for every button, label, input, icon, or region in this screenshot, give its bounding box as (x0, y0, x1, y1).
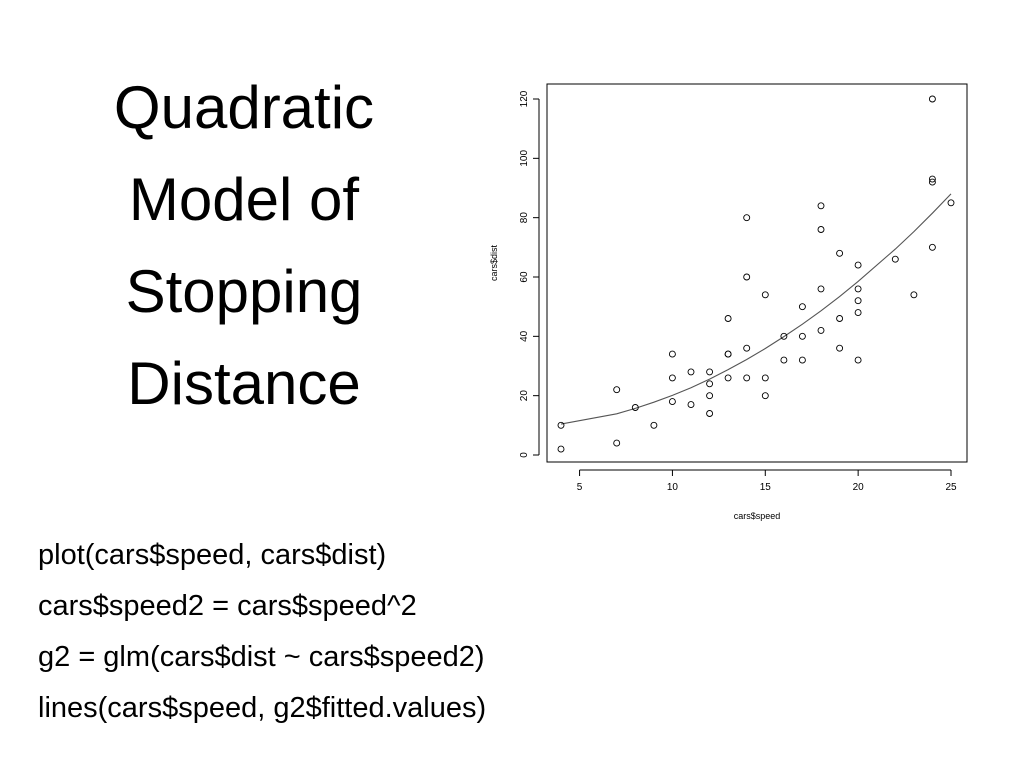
data-point (706, 410, 714, 417)
code-line-glm: g2 = glm(cars$dist ~ cars$speed2) (38, 641, 485, 673)
code-line-lines: lines(cars$speed, g2$fitted.values) (38, 692, 487, 724)
data-point (854, 285, 862, 293)
data-point (928, 178, 936, 186)
code-line-speed2: cars$speed2 = cars$speed^2 (38, 590, 417, 622)
data-point (891, 255, 899, 263)
data-point (780, 332, 788, 340)
data-point (854, 356, 862, 364)
data-point (817, 285, 825, 293)
data-point (928, 95, 936, 103)
data-point (724, 315, 732, 322)
data-point (613, 439, 621, 447)
x-tick-label: 15 (760, 482, 772, 493)
data-point (743, 214, 751, 222)
data-point (817, 326, 825, 334)
title-line-3: Stopping (125, 258, 363, 325)
data-point (668, 374, 676, 382)
data-point (706, 392, 714, 400)
data-point (854, 297, 862, 305)
data-point (724, 374, 732, 382)
scatter-chart-svg: 5 10 15 20 25 0 20 40 60 80 100 120 cars$speed cars$d… (489, 83, 968, 521)
data-point (631, 404, 639, 411)
data-point (761, 374, 769, 382)
data-point (854, 309, 862, 317)
scatter-chart: 5 10 15 20 25 0 20 40 60 80 100 120 cars$speed cars$d… (470, 70, 990, 540)
slide-title: Quadratic Model of Stopping Distance (40, 62, 448, 430)
data-point (668, 350, 676, 358)
data-point (798, 356, 806, 364)
x-axis-label: cars$speed (734, 511, 781, 521)
data-point (706, 368, 714, 376)
data-point (724, 350, 732, 358)
y-tick-label: 120 (519, 90, 530, 107)
data-point (854, 261, 862, 269)
data-point (761, 392, 769, 400)
data-point (817, 202, 825, 210)
data-point (613, 386, 621, 394)
fitted-curve (560, 193, 952, 425)
data-point (706, 380, 714, 388)
y-tick-label: 60 (519, 271, 530, 283)
data-point (836, 315, 844, 322)
data-point (557, 421, 565, 429)
data-point (910, 291, 918, 299)
title-line-1: Quadratic (113, 74, 375, 141)
x-tick-label: 10 (667, 482, 679, 493)
title-line-2: Model of (128, 166, 360, 233)
data-point (798, 303, 806, 311)
data-point (668, 398, 676, 406)
data-point (817, 226, 825, 233)
data-point (836, 344, 844, 352)
data-point (743, 273, 751, 281)
data-point (947, 199, 955, 207)
y-tick-label: 20 (519, 390, 530, 402)
data-point (836, 249, 844, 257)
code-block: plot(cars$speed, cars$dist) cars$speed2 … (38, 530, 678, 734)
data-point (798, 332, 806, 340)
data-point (743, 374, 751, 382)
data-point (557, 445, 565, 453)
y-tick-label: 40 (519, 330, 530, 342)
data-point (743, 344, 751, 352)
data-point (687, 368, 695, 376)
data-point (780, 356, 788, 364)
code-line-plot: plot(cars$speed, cars$dist) (38, 539, 387, 571)
y-tick-label: 80 (519, 212, 530, 224)
y-axis-label: cars$dist (489, 244, 499, 281)
x-tick-label: 20 (853, 482, 865, 493)
data-point (687, 401, 695, 409)
data-point (928, 175, 936, 183)
x-tick-label: 5 (577, 482, 583, 493)
title-line-4: Distance (127, 350, 361, 417)
data-point (650, 421, 658, 429)
data-point (761, 291, 769, 299)
data-point (928, 243, 936, 251)
plot-frame (546, 83, 968, 463)
y-tick-label: 0 (519, 452, 530, 458)
x-tick-label: 25 (945, 482, 957, 493)
y-tick-label: 100 (519, 150, 530, 167)
